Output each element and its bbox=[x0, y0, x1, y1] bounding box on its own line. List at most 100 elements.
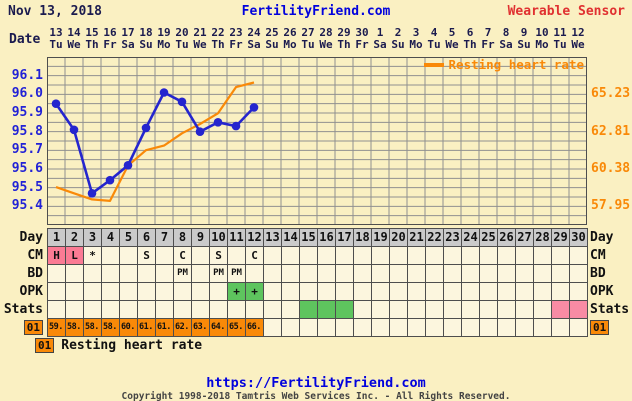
stats-cell[interactable] bbox=[102, 301, 119, 318]
opk-cell[interactable] bbox=[534, 283, 551, 300]
opk-cell[interactable] bbox=[210, 283, 227, 300]
opk-cell[interactable] bbox=[318, 283, 335, 300]
hr-value-cell[interactable] bbox=[408, 319, 425, 336]
hr-value-cell[interactable] bbox=[282, 319, 299, 336]
temperature-point[interactable] bbox=[123, 161, 133, 170]
stats-cell[interactable] bbox=[372, 301, 389, 318]
opk-cell[interactable] bbox=[48, 283, 65, 300]
cm-cell[interactable]: C bbox=[246, 247, 263, 264]
temperature-point[interactable] bbox=[87, 189, 97, 198]
temperature-point[interactable] bbox=[141, 123, 151, 133]
cm-cell[interactable]: S bbox=[210, 247, 227, 264]
cm-cell[interactable] bbox=[228, 247, 245, 264]
day-number-cell[interactable]: 20 bbox=[390, 229, 407, 246]
chart-area[interactable]: Resting heart rate bbox=[47, 57, 587, 225]
stats-cell[interactable] bbox=[498, 301, 515, 318]
day-number-cell[interactable]: 2 bbox=[66, 229, 83, 246]
chart-plot[interactable] bbox=[47, 57, 587, 225]
cm-cell[interactable] bbox=[516, 247, 533, 264]
opk-cell[interactable] bbox=[408, 283, 425, 300]
bd-cell[interactable] bbox=[192, 265, 209, 282]
opk-cell[interactable]: + bbox=[246, 283, 263, 300]
temperature-point[interactable] bbox=[51, 99, 61, 108]
bd-cell[interactable] bbox=[246, 265, 263, 282]
hr-value-cell[interactable] bbox=[534, 319, 551, 336]
bd-cell[interactable]: PM bbox=[174, 265, 191, 282]
opk-cell[interactable] bbox=[444, 283, 461, 300]
stats-cell[interactable] bbox=[264, 301, 281, 318]
day-number-cell[interactable]: 9 bbox=[192, 229, 209, 246]
bd-cell[interactable] bbox=[408, 265, 425, 282]
cm-cell[interactable] bbox=[300, 247, 317, 264]
cm-cell[interactable] bbox=[444, 247, 461, 264]
bd-cell[interactable] bbox=[444, 265, 461, 282]
stats-cell[interactable] bbox=[318, 301, 335, 318]
opk-cell[interactable] bbox=[120, 283, 137, 300]
cm-cell[interactable] bbox=[390, 247, 407, 264]
bd-cell[interactable] bbox=[354, 265, 371, 282]
stats-cell[interactable] bbox=[426, 301, 443, 318]
stats-cell[interactable] bbox=[552, 301, 569, 318]
stats-cell[interactable] bbox=[210, 301, 227, 318]
day-number-cell[interactable]: 11 bbox=[228, 229, 245, 246]
temperature-point[interactable] bbox=[105, 175, 115, 185]
temperature-point[interactable] bbox=[69, 125, 79, 135]
stats-cell[interactable] bbox=[156, 301, 173, 318]
hr-value-cell[interactable] bbox=[318, 319, 335, 336]
cm-cell[interactable] bbox=[462, 247, 479, 264]
day-number-cell[interactable]: 16 bbox=[318, 229, 335, 246]
hr-value-cell[interactable] bbox=[390, 319, 407, 336]
day-number-cell[interactable]: 29 bbox=[552, 229, 569, 246]
stats-cell[interactable] bbox=[282, 301, 299, 318]
stats-cell[interactable] bbox=[84, 301, 101, 318]
stats-cell[interactable] bbox=[138, 301, 155, 318]
hr-value-cell[interactable] bbox=[480, 319, 497, 336]
stats-cell[interactable] bbox=[570, 301, 587, 318]
opk-cell[interactable] bbox=[372, 283, 389, 300]
cm-cell[interactable] bbox=[408, 247, 425, 264]
stats-cell[interactable] bbox=[336, 301, 353, 318]
bd-cell[interactable] bbox=[516, 265, 533, 282]
opk-cell[interactable] bbox=[156, 283, 173, 300]
hr-value-cell[interactable]: 58. bbox=[84, 319, 101, 336]
cm-cell[interactable] bbox=[480, 247, 497, 264]
site-link[interactable]: https://FertilityFriend.com bbox=[206, 375, 426, 391]
day-number-cell[interactable]: 23 bbox=[444, 229, 461, 246]
bd-cell[interactable] bbox=[534, 265, 551, 282]
hr-value-cell[interactable] bbox=[264, 319, 281, 336]
bd-cell[interactable] bbox=[552, 265, 569, 282]
stats-cell[interactable] bbox=[120, 301, 137, 318]
stats-cell[interactable] bbox=[354, 301, 371, 318]
hr-value-cell[interactable]: 61. bbox=[138, 319, 155, 336]
opk-cell[interactable] bbox=[138, 283, 155, 300]
bd-cell[interactable] bbox=[300, 265, 317, 282]
temperature-point[interactable] bbox=[249, 103, 259, 112]
stats-cell[interactable] bbox=[516, 301, 533, 318]
cm-cell[interactable]: S bbox=[138, 247, 155, 264]
day-number-cell[interactable]: 27 bbox=[516, 229, 533, 246]
hr-value-cell[interactable] bbox=[516, 319, 533, 336]
cm-cell[interactable] bbox=[120, 247, 137, 264]
temperature-point[interactable] bbox=[159, 88, 169, 97]
opk-cell[interactable] bbox=[354, 283, 371, 300]
hr-value-cell[interactable]: 61. bbox=[156, 319, 173, 336]
cm-cell[interactable] bbox=[282, 247, 299, 264]
hr-value-cell[interactable] bbox=[354, 319, 371, 336]
opk-cell[interactable] bbox=[498, 283, 515, 300]
cm-cell[interactable] bbox=[192, 247, 209, 264]
bd-cell[interactable] bbox=[498, 265, 515, 282]
bd-cell[interactable] bbox=[480, 265, 497, 282]
bd-cell[interactable] bbox=[84, 265, 101, 282]
stats-cell[interactable] bbox=[534, 301, 551, 318]
opk-cell[interactable] bbox=[336, 283, 353, 300]
cm-cell[interactable]: H bbox=[48, 247, 65, 264]
hr-value-cell[interactable] bbox=[300, 319, 317, 336]
opk-cell[interactable] bbox=[570, 283, 587, 300]
cm-cell[interactable]: L bbox=[66, 247, 83, 264]
stats-cell[interactable] bbox=[408, 301, 425, 318]
cm-cell[interactable] bbox=[156, 247, 173, 264]
day-number-cell[interactable]: 17 bbox=[336, 229, 353, 246]
bd-cell[interactable] bbox=[66, 265, 83, 282]
cm-cell[interactable] bbox=[498, 247, 515, 264]
hr-value-cell[interactable]: 66. bbox=[246, 319, 263, 336]
